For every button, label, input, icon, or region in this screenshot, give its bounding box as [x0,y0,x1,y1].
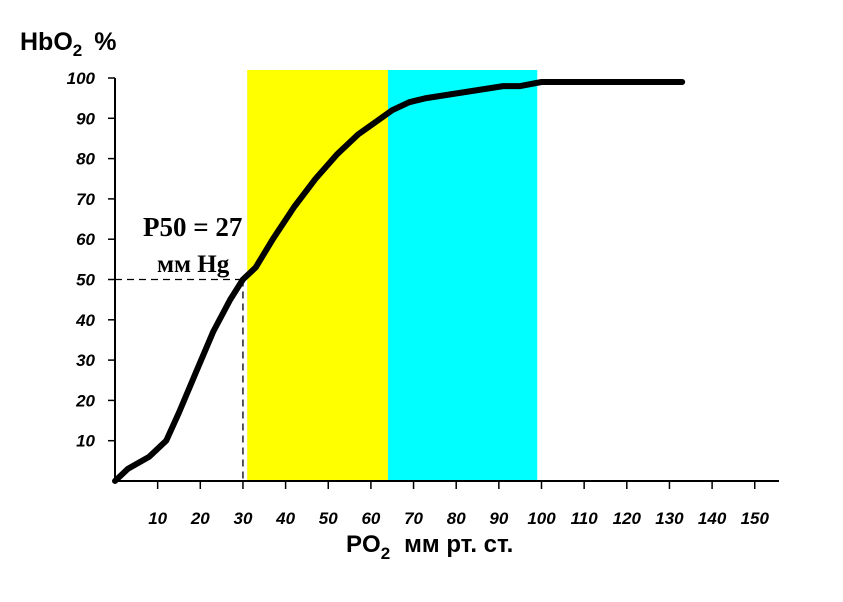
curve-point [240,276,246,283]
x-tick-label-60: 60 [361,509,380,528]
bands-layer [247,70,538,481]
p50-unit-annotation: мм Hg [157,251,230,278]
band-0 [247,70,388,481]
curve-point [474,87,481,93]
curve-point [146,454,152,460]
band-1 [387,70,538,481]
x-tick-label-130: 130 [655,509,684,528]
y-axis-title: HbO2% [20,28,116,60]
curve-point [389,107,395,113]
curve-point [624,79,630,85]
y-tick-label-30: 30 [76,351,95,370]
x-axis-title: PO2 мм рт. ст. [346,531,513,563]
x-tick-label-90: 90 [489,509,508,528]
x-tick-label-30: 30 [233,509,252,528]
x-tick-label-120: 120 [613,509,642,528]
y-tick-label-100: 100 [67,69,96,88]
curve-point [423,95,429,101]
curve-layer [112,79,686,484]
curve-point [449,91,455,97]
x-tick-label-40: 40 [275,509,295,528]
x-tick-label-20: 20 [190,509,210,528]
y-tick-label-50: 50 [76,271,95,290]
p50-annotation: P50 = 27 [143,212,242,242]
x-tick-label-70: 70 [404,509,423,528]
curve-point [312,176,319,182]
x-tick-label-50: 50 [319,509,338,528]
x-axis-title-sub: 2 [381,544,390,563]
curve-point [372,119,378,125]
y-tick-label-90: 90 [76,109,95,128]
y-tick-label-20: 20 [75,391,95,410]
curve-point [291,204,297,210]
x-axis-title-unit: мм рт. ст. [404,531,513,558]
x-axis-title-main: PO [346,531,381,558]
curve-point [334,151,340,158]
curve-point [538,79,545,85]
y-tick-label-40: 40 [75,311,95,330]
curve-point [253,264,259,271]
y-tick-label-70: 70 [76,190,95,209]
curve-point [270,236,276,242]
x-tick-label-150: 150 [741,509,770,528]
y-axis-title-main: HbO [20,28,73,56]
curve-point [210,329,216,335]
curve-point [517,83,523,89]
y-tick-label-10: 10 [76,432,95,451]
y-axis-title-unit: % [94,28,116,56]
x-tick-label-140: 140 [698,509,727,528]
curve-point [355,131,361,138]
curve-point [193,369,199,375]
curve-point [500,83,506,89]
ticks-layer: 10 20 30 40 50 60 70 80 90 100 110 120 130 140 150 10 20… [67,69,770,528]
curve-point [125,466,131,472]
saturation-curve [112,79,686,484]
y-axis-title-sub: 2 [73,41,82,60]
reference-lines [115,278,244,481]
x-tick-label-110: 110 [571,509,599,528]
y-tick-label-60: 60 [76,230,95,249]
curve-point [227,297,233,303]
curve-point [560,79,566,85]
y-tick-label-80: 80 [76,150,95,169]
x-tick-label-80: 80 [447,509,466,528]
curve-point [176,409,182,416]
x-tick-label-10: 10 [148,509,167,528]
curve-point [112,478,118,484]
curve-point [679,79,685,85]
curve-point [163,438,169,444]
curve-point [590,79,596,85]
x-tick-label-100: 100 [527,509,556,528]
curve-point [406,99,412,105]
